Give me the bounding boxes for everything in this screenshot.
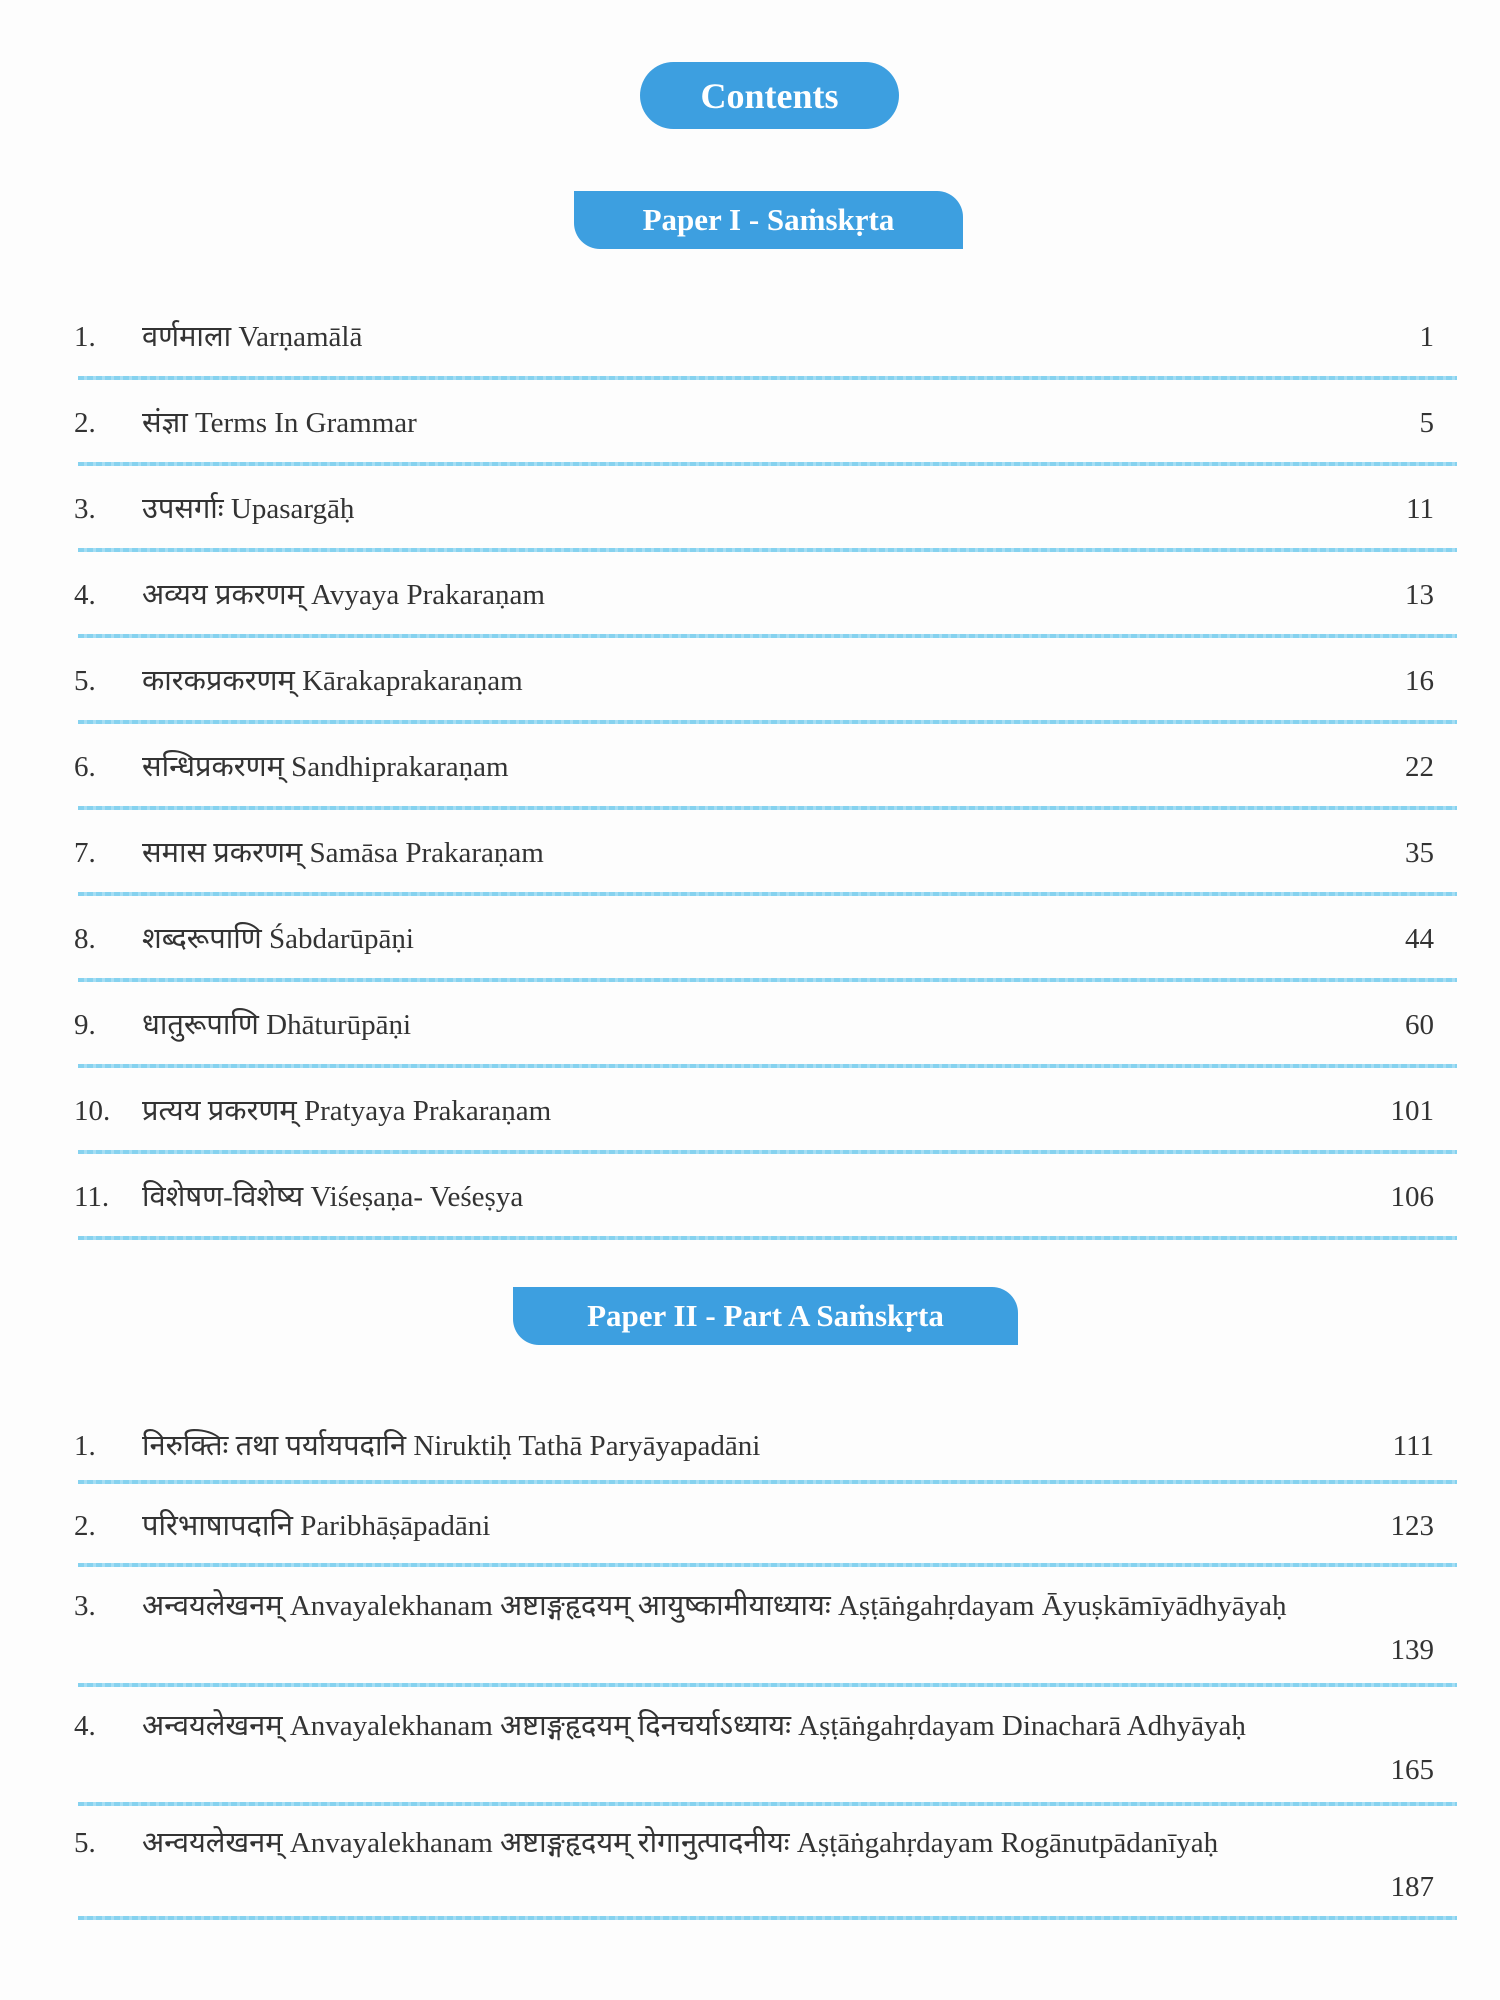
toc-entry[interactable]: 1. निरुक्तिः तथा पर्यायपदानि Niruktiḥ Tat…	[74, 1424, 1434, 1468]
toc-entry[interactable]: 3. अन्वयलेखनम् Anvayalekhanam अष्टाङ्गहृद…	[74, 1584, 1434, 1672]
entry-page: 101	[1390, 1095, 1435, 1127]
divider	[78, 462, 1457, 466]
toc-entry[interactable]: 9. धातुरूपाणि Dhāturūpāṇi 60	[74, 1003, 1434, 1047]
toc-entry[interactable]: 6. सन्धिप्रकरणम् Sandhiprakaraṇam 22	[74, 745, 1434, 789]
toc-entry[interactable]: 3. उपसर्गाः Upasargāḥ 11	[74, 487, 1434, 531]
divider	[78, 806, 1457, 810]
entry-title[interactable]: विशेषण-विशेष्य Viśeṣaṇa- Veśeṣya	[142, 1181, 524, 1213]
divider	[78, 376, 1457, 380]
section-heading-paper-2: Paper II - Part A Saṁskṛta	[513, 1287, 1018, 1345]
entry-page: 187	[1390, 1871, 1435, 1903]
entry-number: 2.	[74, 1510, 96, 1542]
entry-page: 5	[1419, 407, 1435, 439]
entry-title[interactable]: संज्ञा Terms In Grammar	[142, 407, 417, 439]
toc-entry[interactable]: 1. वर्णमाला Varṇamālā 1	[74, 315, 1434, 359]
divider	[78, 1683, 1457, 1687]
entry-number: 10.	[74, 1095, 111, 1127]
entry-number: 4.	[74, 1710, 96, 1742]
entry-number: 1.	[74, 1430, 96, 1462]
entry-title[interactable]: समास प्रकरणम् Samāsa Prakaraṇam	[142, 837, 544, 869]
divider	[78, 548, 1457, 552]
entry-number: 3.	[74, 493, 96, 525]
contents-heading: Contents	[640, 62, 899, 129]
entry-page: 1	[1419, 321, 1435, 353]
divider	[78, 720, 1457, 724]
entry-number: 5.	[74, 665, 96, 697]
entry-page: 123	[1390, 1510, 1435, 1542]
toc-entry[interactable]: 4. अव्यय प्रकरणम् Avyaya Prakaraṇam 13	[74, 573, 1434, 617]
entry-title[interactable]: उपसर्गाः Upasargāḥ	[142, 493, 355, 525]
divider	[78, 1480, 1457, 1484]
entry-number: 2.	[74, 407, 96, 439]
entry-page: 106	[1390, 1181, 1435, 1213]
entry-page: 111	[1392, 1430, 1434, 1462]
entry-number: 8.	[74, 923, 96, 955]
toc-entry[interactable]: 2. परिभाषापदानि Paribhāṣāpadāni 123	[74, 1504, 1434, 1548]
toc-entry[interactable]: 8. शब्दरूपाणि Śabdarūpāṇi 44	[74, 917, 1434, 961]
entry-number: 7.	[74, 837, 96, 869]
divider	[78, 1563, 1457, 1567]
entry-page: 44	[1405, 923, 1434, 955]
entry-page: 22	[1405, 751, 1434, 783]
entry-page: 139	[1390, 1634, 1435, 1666]
entry-title[interactable]: शब्दरूपाणि Śabdarūpāṇi	[142, 923, 414, 955]
divider	[78, 892, 1457, 896]
entry-number: 11.	[74, 1181, 110, 1213]
entry-number: 1.	[74, 321, 96, 353]
entry-page: 60	[1405, 1009, 1434, 1041]
toc-entry[interactable]: 4. अन्वयलेखनम् Anvayalekhanam अष्टाङ्गहृद…	[74, 1704, 1434, 1792]
entry-title[interactable]: कारकप्रकरणम् Kārakaprakaraṇam	[142, 665, 523, 697]
entry-page: 165	[1390, 1754, 1435, 1786]
entry-title[interactable]: अव्यय प्रकरणम् Avyaya Prakaraṇam	[142, 579, 545, 611]
toc-entry[interactable]: 2. संज्ञा Terms In Grammar 5	[74, 401, 1434, 445]
toc-entry[interactable]: 5. अन्वयलेखनम् Anvayalekhanam अष्टाङ्गहृद…	[74, 1821, 1434, 1909]
divider	[78, 978, 1457, 982]
entry-title[interactable]: वर्णमाला Varṇamālā	[142, 321, 363, 353]
entry-title[interactable]: अन्वयलेखनम् Anvayalekhanam अष्टाङ्गहृदयम…	[142, 1710, 1246, 1742]
entry-page: 35	[1405, 837, 1434, 869]
toc-entry[interactable]: 7. समास प्रकरणम् Samāsa Prakaraṇam 35	[74, 831, 1434, 875]
entry-number: 5.	[74, 1827, 96, 1859]
divider	[78, 1916, 1457, 1920]
section-heading-paper-1: Paper I - Saṁskṛta	[574, 191, 963, 249]
entry-number: 3.	[74, 1590, 96, 1622]
entry-title[interactable]: प्रत्यय प्रकरणम् Pratyaya Prakaraṇam	[142, 1095, 552, 1127]
entry-title[interactable]: धातुरूपाणि Dhāturūpāṇi	[142, 1009, 412, 1041]
entry-title[interactable]: अन्वयलेखनम् Anvayalekhanam अष्टाङ्गहृदयम…	[142, 1590, 1287, 1622]
divider	[78, 1236, 1457, 1240]
toc-entry[interactable]: 11. विशेषण-विशेष्य Viśeṣaṇa- Veśeṣya 106	[74, 1175, 1434, 1219]
entry-title[interactable]: सन्धिप्रकरणम् Sandhiprakaraṇam	[142, 751, 509, 783]
entry-page: 16	[1405, 665, 1434, 697]
toc-entry[interactable]: 5. कारकप्रकरणम् Kārakaprakaraṇam 16	[74, 659, 1434, 703]
entry-page: 11	[1406, 493, 1434, 525]
divider	[78, 1064, 1457, 1068]
divider	[78, 1150, 1457, 1154]
divider	[78, 634, 1457, 638]
toc-entry[interactable]: 10. प्रत्यय प्रकरणम् Pratyaya Prakaraṇam 1…	[74, 1089, 1434, 1133]
entry-title[interactable]: अन्वयलेखनम् Anvayalekhanam अष्टाङ्गहृदयम…	[142, 1827, 1219, 1859]
entry-number: 6.	[74, 751, 96, 783]
divider	[78, 1802, 1457, 1806]
entry-number: 4.	[74, 579, 96, 611]
entry-title[interactable]: परिभाषापदानि Paribhāṣāpadāni	[142, 1510, 491, 1542]
entry-number: 9.	[74, 1009, 96, 1041]
entry-page: 13	[1405, 579, 1434, 611]
entry-title[interactable]: निरुक्तिः तथा पर्यायपदानि Niruktiḥ Tathā…	[142, 1430, 761, 1462]
